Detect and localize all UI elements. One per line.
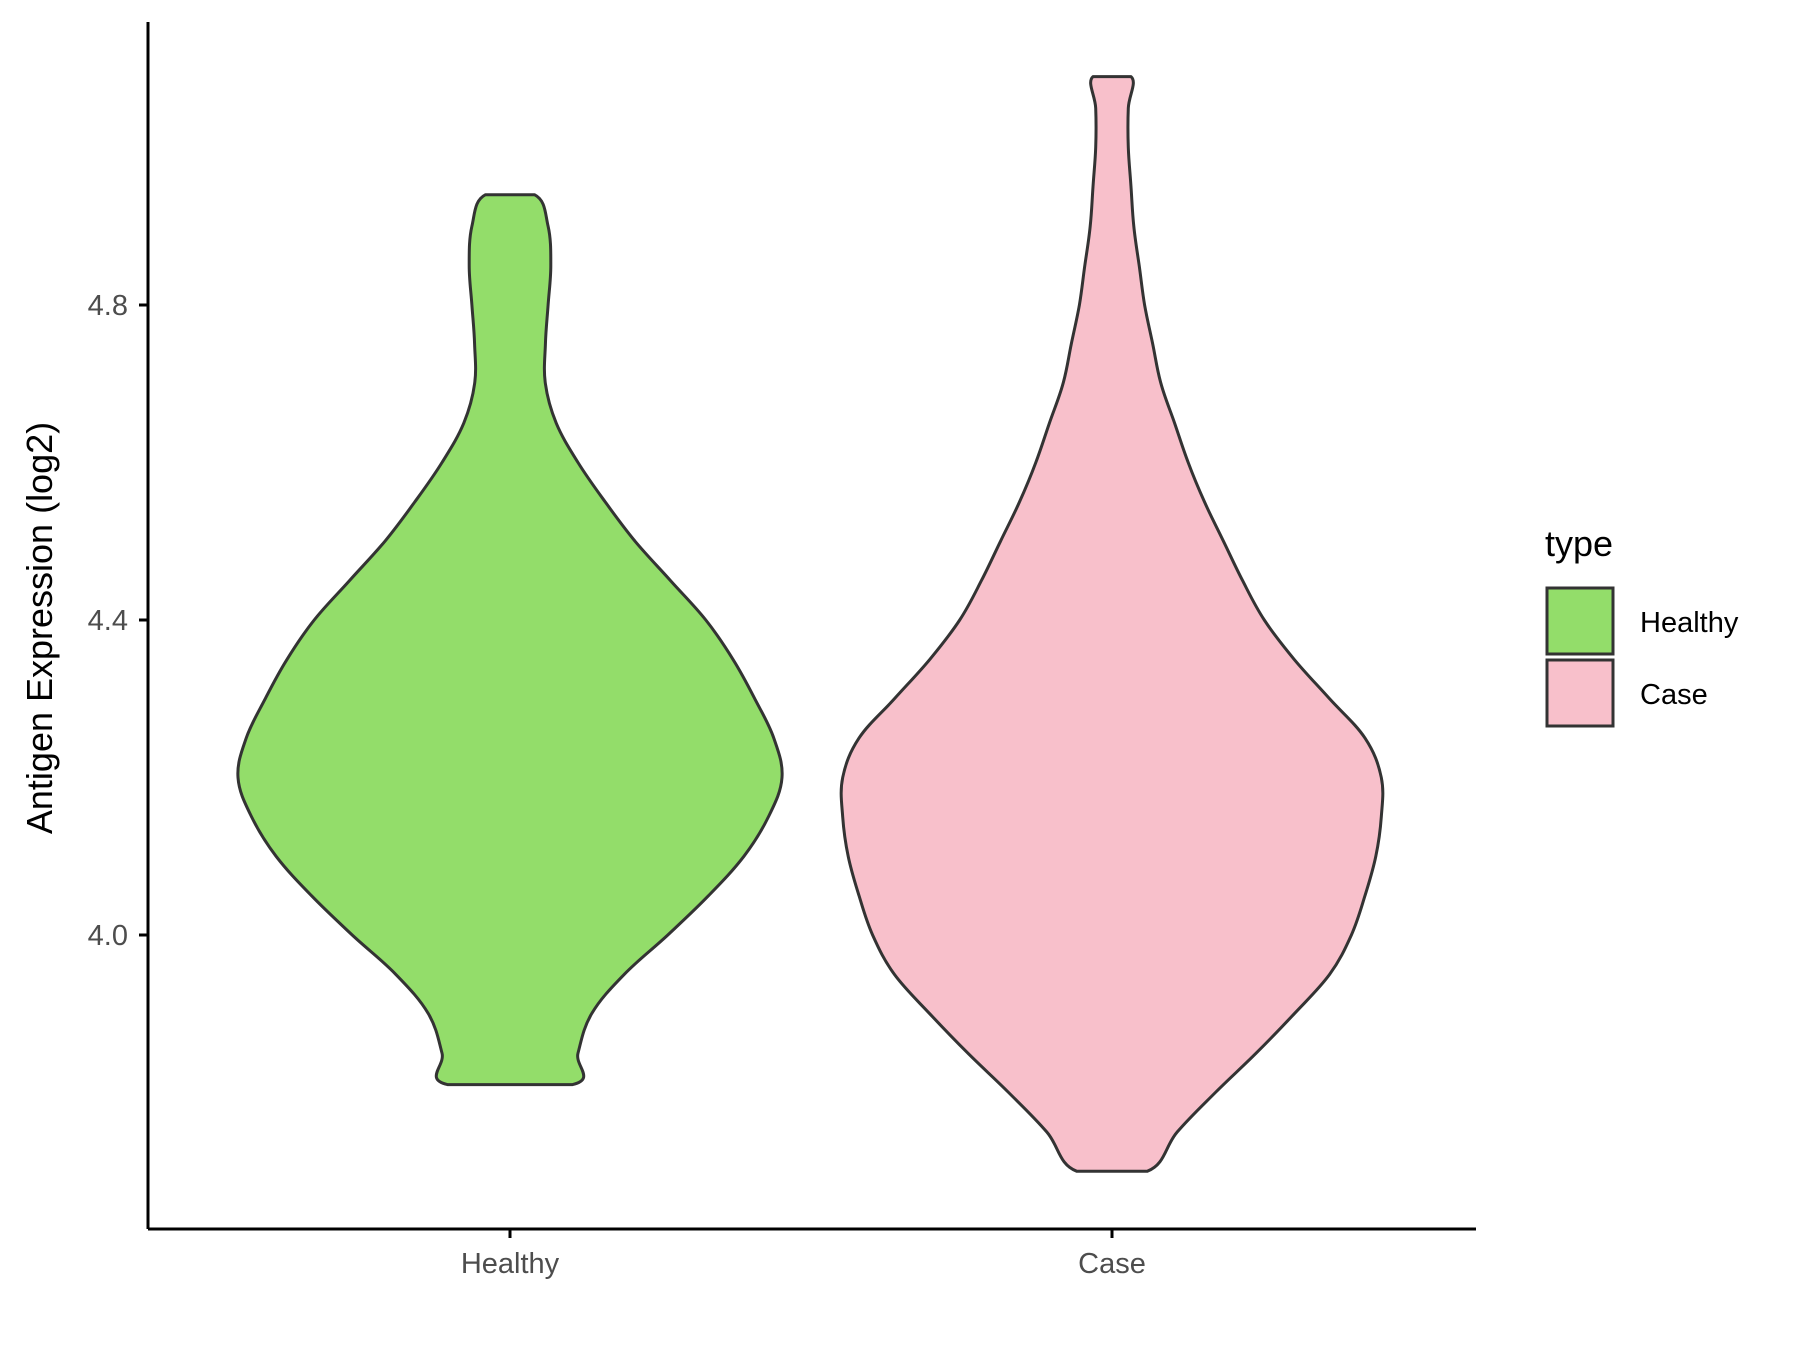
violin-case [839,75,1385,1173]
x-tick-label: Case [1078,1248,1146,1280]
x-ticks: Healthy Case [461,1229,1146,1280]
legend-label-case: Case [1640,679,1708,711]
legend-title: type [1545,523,1613,564]
legend-entries: Healthy Case [1545,586,1739,728]
y-tick-label: 4.0 [88,920,128,952]
x-tick-label: Healthy [461,1248,560,1280]
legend-label-healthy: Healthy [1640,607,1739,639]
violin-layer [236,75,1385,1173]
y-ticks: 4.0 4.4 4.8 [88,290,148,952]
legend-swatch-case [1545,658,1615,728]
y-tick-label: 4.4 [88,605,128,637]
y-axis-title: Antigen Expression (log2) [19,422,60,834]
legend: type Healthy Case [1545,523,1739,728]
legend-swatch-healthy [1545,586,1615,656]
y-tick-label: 4.8 [88,290,128,322]
violin-healthy [236,193,784,1087]
